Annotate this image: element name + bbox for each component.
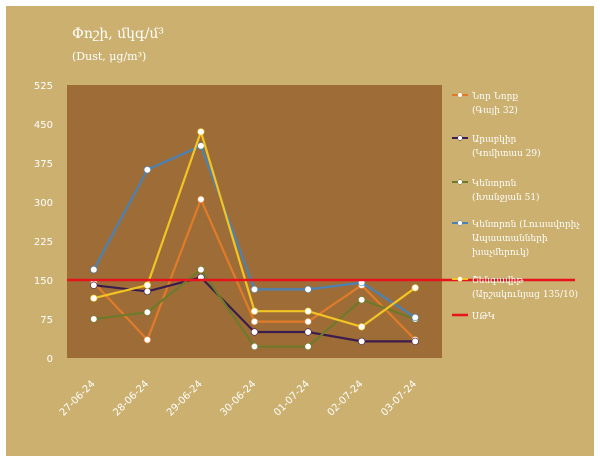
x-tick-label: 29-06-24	[165, 379, 205, 419]
data-point	[304, 307, 312, 315]
data-point	[143, 336, 151, 344]
x-tick-label: 27-06-24	[58, 379, 98, 419]
y-tick-label: 375	[34, 159, 53, 170]
legend-label: (Արշակունյաց 135/10)	[472, 289, 578, 300]
data-point	[358, 337, 366, 345]
y-tick-label: 150	[34, 276, 53, 287]
data-point	[143, 287, 151, 296]
data-point	[250, 318, 259, 326]
data-point	[143, 166, 151, 174]
data-point	[304, 342, 312, 351]
data-point	[250, 342, 259, 351]
data-point	[90, 281, 98, 289]
data-point	[411, 284, 419, 292]
data-point	[143, 281, 151, 289]
x-tick-label: 01-07-24	[272, 379, 312, 419]
legend-label: խաչմերուկ)	[472, 247, 529, 258]
y-tick-label: 300	[34, 198, 53, 209]
data-point	[90, 315, 98, 323]
legend-marker	[457, 179, 463, 185]
legend-label: Արաբկիր	[472, 135, 517, 145]
legend-label: Շենգավիթ	[472, 276, 524, 286]
legend-label: (Կոմիտաս 29)	[472, 148, 541, 159]
legend-marker	[457, 276, 463, 282]
data-point	[304, 285, 312, 293]
data-point	[197, 128, 205, 136]
y-tick-label: 0	[47, 354, 53, 365]
data-point	[143, 308, 151, 316]
y-tick-label: 450	[34, 120, 53, 131]
legend-label: (Խանջյան 51)	[472, 192, 540, 203]
x-tick-label: 28-06-24	[111, 379, 151, 419]
x-tick-label: 03-07-24	[379, 379, 419, 419]
x-tick-label: 30-06-24	[219, 379, 259, 419]
y-tick-label: 75	[40, 315, 53, 326]
chart-subtitle: (Dust, μg/m³)	[72, 50, 147, 63]
legend-label: Կենտրոն	[472, 179, 517, 189]
data-point	[411, 313, 419, 322]
data-point	[304, 318, 312, 326]
legend-label: Նոր Նորք	[471, 91, 518, 102]
plot-area	[67, 85, 442, 358]
data-point	[358, 323, 366, 331]
data-point	[197, 142, 205, 150]
data-point	[90, 266, 98, 274]
data-point	[197, 195, 205, 203]
legend-label: (Գայի 32)	[472, 105, 518, 116]
data-point	[411, 337, 419, 345]
data-point	[358, 296, 366, 304]
data-point	[197, 266, 205, 274]
data-point	[250, 285, 259, 293]
y-tick-label: 525	[34, 81, 53, 92]
legend-marker	[457, 135, 463, 141]
legend-marker	[457, 220, 463, 226]
data-point	[304, 328, 312, 336]
y-tick-label: 225	[34, 237, 53, 248]
chart-title: Փոշի, մկգ/մ³	[72, 26, 165, 42]
data-point	[250, 328, 259, 336]
legend-marker	[457, 92, 463, 98]
data-point	[250, 307, 259, 315]
data-point	[90, 294, 98, 302]
legend-label: Կենտրոն (Լուսավորիչ	[472, 219, 580, 230]
legend-label: ՍԹԿ	[472, 312, 495, 322]
legend-label: Ապաստանների	[472, 234, 548, 244]
x-tick-label: 02-07-24	[326, 379, 366, 419]
